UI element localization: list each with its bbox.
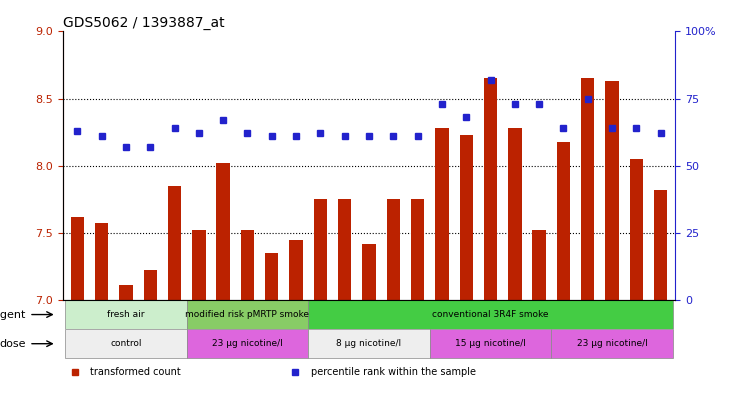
Bar xyxy=(289,240,303,300)
Bar xyxy=(508,128,522,300)
Text: 23 μg nicotine/l: 23 μg nicotine/l xyxy=(576,339,647,348)
Text: modified risk pMRTP smoke: modified risk pMRTP smoke xyxy=(185,310,309,319)
Bar xyxy=(265,253,278,300)
Bar xyxy=(65,329,187,358)
Bar xyxy=(581,79,594,300)
Bar xyxy=(630,159,643,300)
Text: dose: dose xyxy=(0,339,26,349)
Text: 15 μg nicotine/l: 15 μg nicotine/l xyxy=(455,339,526,348)
Bar xyxy=(605,81,618,300)
Bar xyxy=(192,230,206,300)
Bar xyxy=(484,79,497,300)
Bar xyxy=(435,128,449,300)
Bar xyxy=(430,329,551,358)
Bar xyxy=(144,270,157,300)
Bar xyxy=(120,285,133,300)
Bar xyxy=(187,300,308,329)
Text: fresh air: fresh air xyxy=(107,310,145,319)
Bar xyxy=(362,244,376,300)
Text: percentile rank within the sample: percentile rank within the sample xyxy=(311,367,476,377)
Text: transformed count: transformed count xyxy=(90,367,181,377)
Bar xyxy=(308,300,673,329)
Bar xyxy=(551,329,673,358)
Text: conventional 3R4F smoke: conventional 3R4F smoke xyxy=(432,310,549,319)
Bar xyxy=(65,300,187,329)
Bar xyxy=(338,199,351,300)
Text: 23 μg nicotine/l: 23 μg nicotine/l xyxy=(212,339,283,348)
Bar xyxy=(168,186,182,300)
Bar xyxy=(387,199,400,300)
Text: control: control xyxy=(110,339,142,348)
Bar xyxy=(71,217,84,300)
Text: agent: agent xyxy=(0,310,26,320)
Text: 8 μg nicotine/l: 8 μg nicotine/l xyxy=(337,339,401,348)
Bar xyxy=(556,141,570,300)
Bar xyxy=(95,224,108,300)
Bar xyxy=(216,163,230,300)
Bar xyxy=(308,329,430,358)
Bar xyxy=(654,190,667,300)
Bar xyxy=(314,199,327,300)
Bar xyxy=(460,135,473,300)
Bar xyxy=(241,230,254,300)
Bar xyxy=(187,329,308,358)
Bar xyxy=(411,199,424,300)
Bar xyxy=(532,230,546,300)
Text: GDS5062 / 1393887_at: GDS5062 / 1393887_at xyxy=(63,17,224,30)
